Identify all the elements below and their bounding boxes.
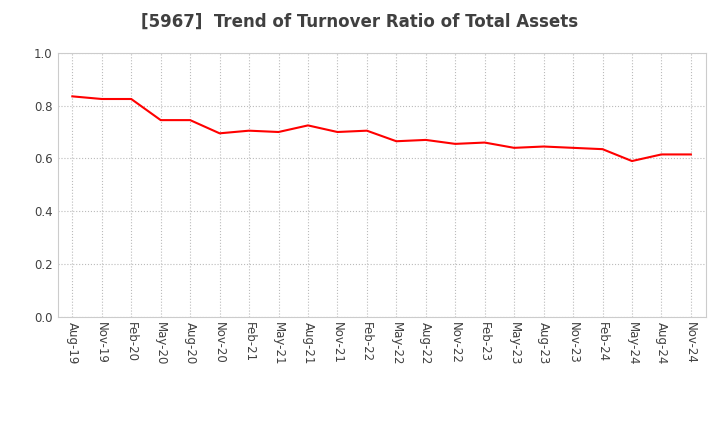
Text: [5967]  Trend of Turnover Ratio of Total Assets: [5967] Trend of Turnover Ratio of Total … bbox=[141, 13, 579, 31]
